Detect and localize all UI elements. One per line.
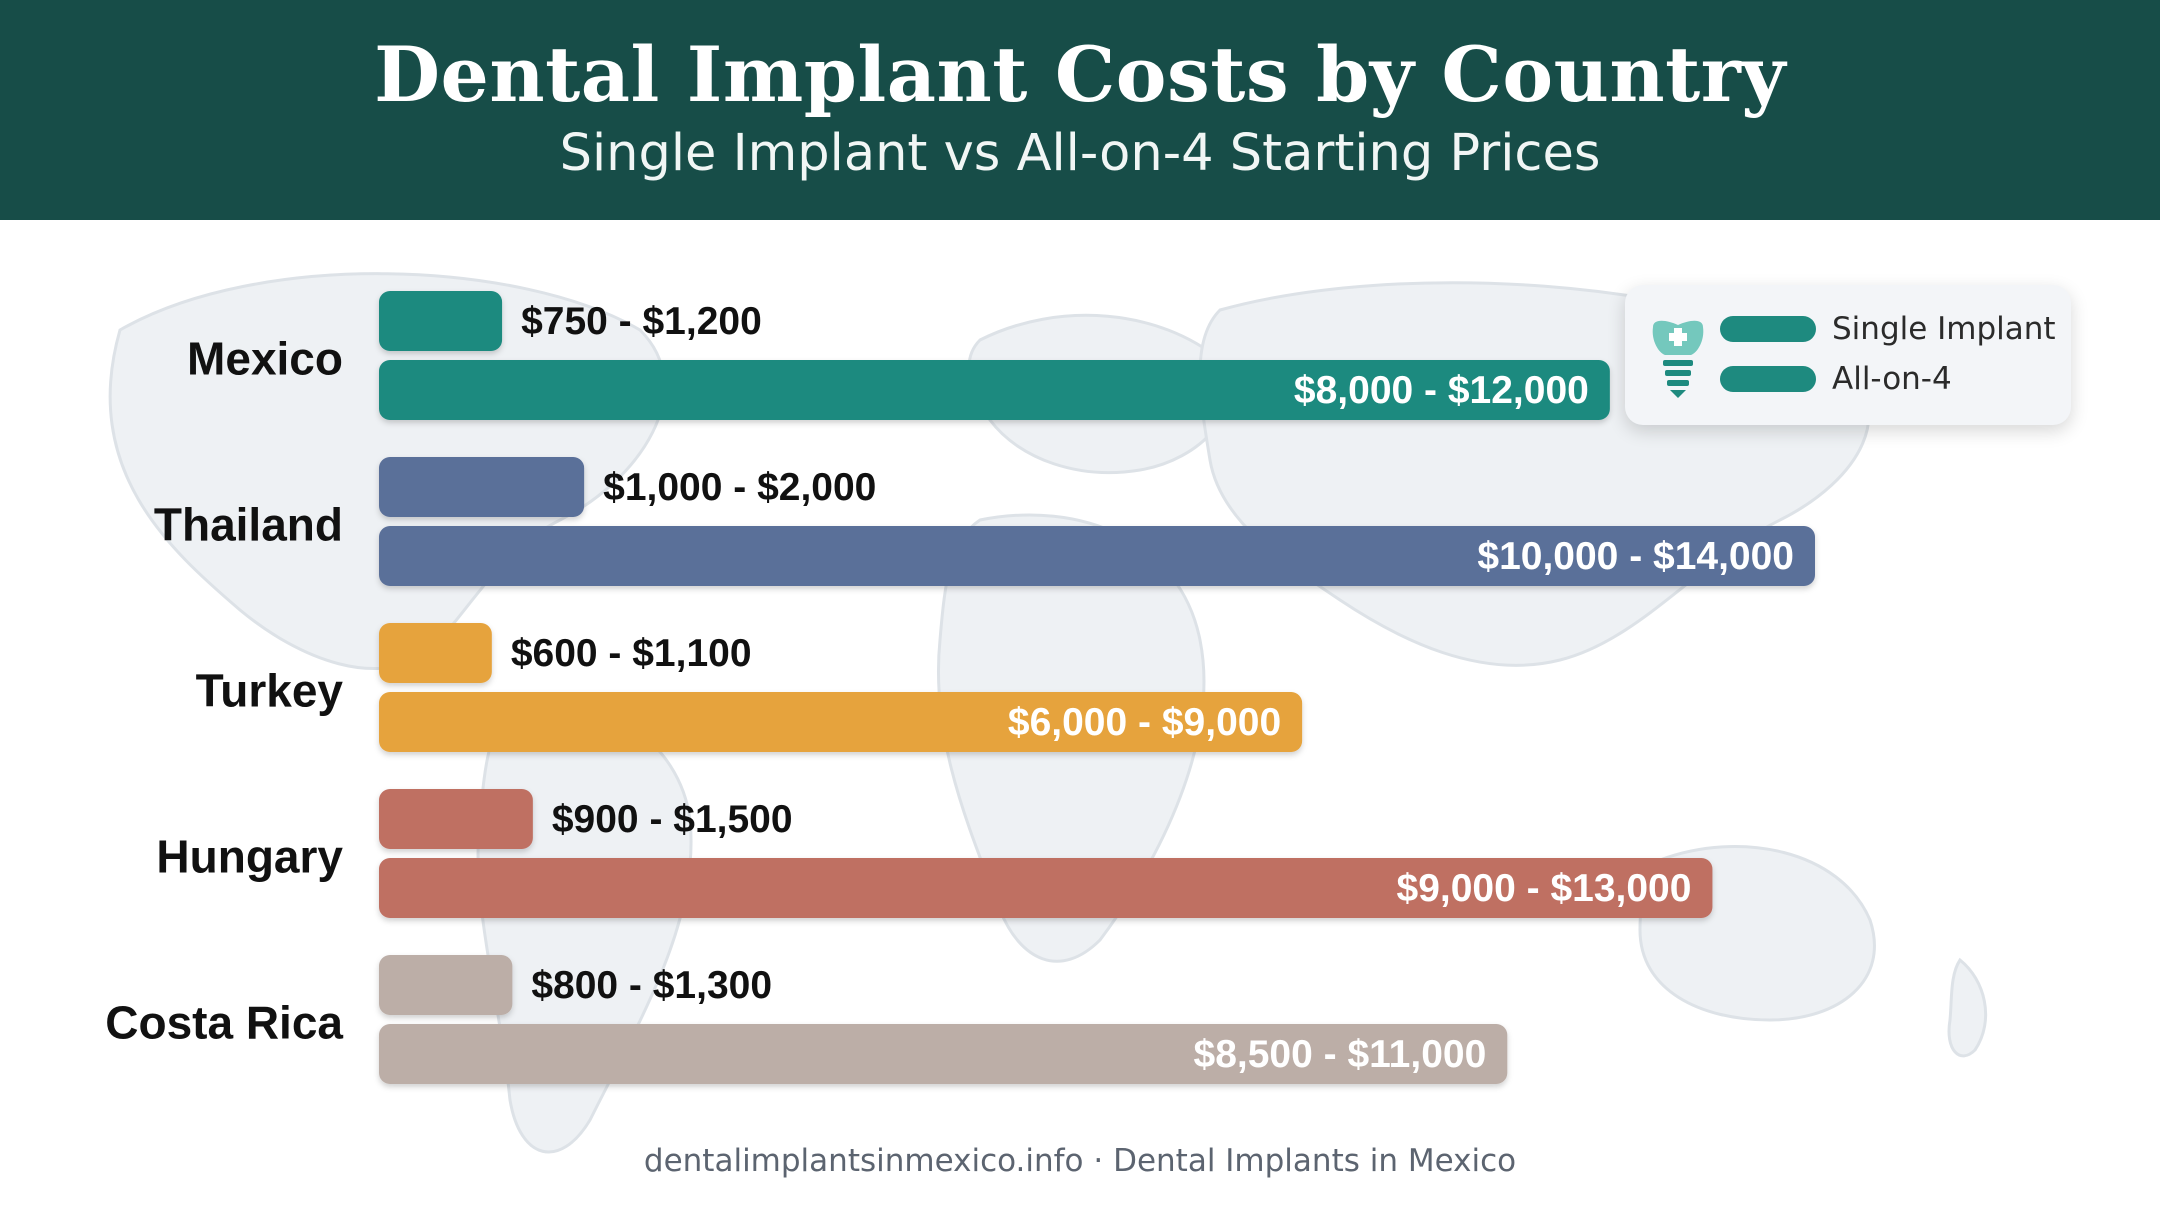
header-banner: Dental Implant Costs by Country Single I… bbox=[0, 0, 2160, 220]
chart-subtitle: Single Implant vs All-on-4 Starting Pric… bbox=[559, 124, 1601, 183]
bar-all-on-4-costa-rica bbox=[379, 1024, 1508, 1084]
chart-title: Dental Implant Costs by Country bbox=[374, 30, 1786, 119]
data-label-single-implant-hungary: $900 - $1,500 bbox=[552, 798, 793, 841]
data-label-all-on-4-hungary: $9,000 - $13,000 bbox=[1397, 867, 1692, 910]
bar-single-implant-thailand bbox=[379, 457, 585, 517]
bar-all-on-4-mexico bbox=[379, 360, 1610, 420]
footer-source: dentalimplantsinmexico.info · Dental Imp… bbox=[643, 1143, 1517, 1179]
data-label-all-on-4-mexico: $8,000 - $12,000 bbox=[1294, 369, 1589, 412]
category-label-hungary: Hungary bbox=[156, 831, 343, 883]
legend-label-single-implant: Single Implant bbox=[1832, 311, 2056, 347]
bar-single-implant-hungary bbox=[379, 789, 533, 849]
bar-single-implant-costa-rica bbox=[379, 955, 513, 1015]
data-label-single-implant-turkey: $600 - $1,100 bbox=[511, 632, 752, 675]
legend: Single Implant All-on-4 bbox=[1625, 285, 2071, 425]
category-label-mexico: Mexico bbox=[187, 333, 343, 385]
legend-label-all-on-4: All-on-4 bbox=[1832, 361, 1952, 397]
data-label-single-implant-thailand: $1,000 - $2,000 bbox=[603, 466, 876, 509]
data-label-single-implant-mexico: $750 - $1,200 bbox=[521, 300, 762, 343]
bar-single-implant-mexico bbox=[379, 291, 503, 351]
legend-swatch-single-implant bbox=[1720, 316, 1816, 342]
bar-all-on-4-thailand bbox=[379, 526, 1815, 586]
data-label-single-implant-costa-rica: $800 - $1,300 bbox=[531, 964, 772, 1007]
legend-item-single-implant: Single Implant bbox=[1720, 309, 2056, 349]
data-label-all-on-4-turkey: $6,000 - $9,000 bbox=[1008, 701, 1281, 744]
tooth-implant-icon bbox=[1652, 320, 1704, 398]
bar-all-on-4-hungary bbox=[379, 858, 1713, 918]
bar-single-implant-turkey bbox=[379, 623, 492, 683]
data-label-all-on-4-thailand: $10,000 - $14,000 bbox=[1477, 535, 1794, 578]
category-label-costa-rica: Costa Rica bbox=[105, 997, 343, 1049]
data-label-all-on-4-costa-rica: $8,500 - $11,000 bbox=[1194, 1033, 1487, 1076]
legend-item-all-on-4: All-on-4 bbox=[1720, 359, 1952, 399]
category-label-turkey: Turkey bbox=[196, 665, 344, 717]
category-label-thailand: Thailand bbox=[154, 499, 343, 551]
legend-swatch-all-on-4 bbox=[1720, 366, 1816, 392]
bar-all-on-4-turkey bbox=[379, 692, 1303, 752]
